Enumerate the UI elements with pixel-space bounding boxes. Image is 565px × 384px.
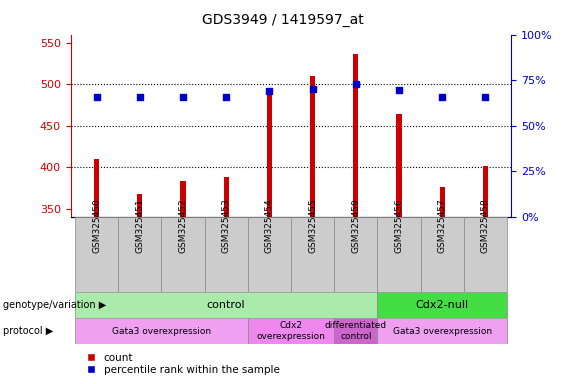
Bar [205,217,248,292]
Text: GSM325453: GSM325453 [221,198,231,253]
Bar [377,217,420,292]
Text: GSM325450: GSM325450 [92,198,101,253]
Bar [137,194,142,217]
Text: GSM325452: GSM325452 [179,198,188,253]
Point [221,94,231,100]
Bar [353,54,358,217]
Bar [377,318,507,344]
Text: Cdx2-null: Cdx2-null [416,300,469,310]
Bar [464,217,507,292]
Text: Gata3 overexpression: Gata3 overexpression [112,326,211,336]
Text: control: control [207,300,245,310]
Point [135,94,144,100]
Bar [94,159,99,217]
Bar [483,166,488,217]
Bar [75,292,377,318]
Bar [75,217,118,292]
Text: differentiated
control: differentiated control [325,321,387,341]
Legend: count, percentile rank within the sample: count, percentile rank within the sample [87,353,280,375]
Text: genotype/variation ▶: genotype/variation ▶ [3,300,106,310]
Text: GSM325451: GSM325451 [135,198,144,253]
Text: protocol ▶: protocol ▶ [3,326,53,336]
Text: GSM325454: GSM325454 [265,198,274,253]
Bar [75,318,248,344]
Bar [180,181,185,217]
Point [92,94,101,100]
Bar [248,318,334,344]
Bar [162,217,205,292]
Bar [291,217,334,292]
Text: GSM325457: GSM325457 [438,198,447,253]
Text: Cdx2
overexpression: Cdx2 overexpression [257,321,325,341]
Text: GDS3949 / 1419597_at: GDS3949 / 1419597_at [202,13,363,27]
Bar [420,217,464,292]
Bar [224,177,229,217]
Text: GSM325456: GSM325456 [394,198,403,253]
Bar [267,90,272,217]
Point [351,81,360,88]
Point [179,94,188,100]
Bar [118,217,162,292]
Text: GSM325455: GSM325455 [308,198,317,253]
Point [265,88,274,94]
Text: GSM325458: GSM325458 [481,198,490,253]
Bar [248,217,291,292]
Bar [334,217,377,292]
Bar [377,292,507,318]
Bar [397,114,402,217]
Point [308,86,317,93]
Bar [334,318,377,344]
Bar [310,76,315,217]
Point [394,87,403,93]
Bar [440,187,445,217]
Point [481,94,490,100]
Text: GSM325459: GSM325459 [351,198,360,253]
Point [438,94,447,100]
Text: Gata3 overexpression: Gata3 overexpression [393,326,492,336]
